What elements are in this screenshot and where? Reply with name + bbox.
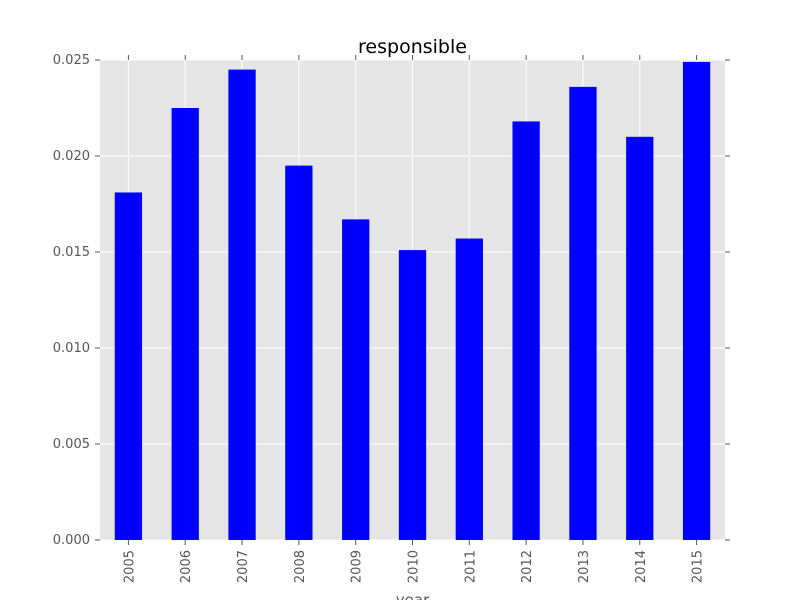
bar-2009	[342, 219, 370, 541]
x-tick-labels: 2005 2006 2007 2008 2009 2010 2011 2012 2013 2014…	[122, 550, 705, 583]
y-tick-label: 0.000	[53, 533, 90, 548]
x-tick-label: 2007	[236, 550, 251, 583]
axis-ticks	[95, 55, 730, 545]
chart-title: responsible	[358, 36, 467, 58]
bar-2014	[626, 136, 654, 541]
y-tick-label: 0.010	[53, 341, 90, 356]
x-tick-label: 2010	[407, 550, 422, 583]
y-tick-label: 0.015	[53, 245, 90, 260]
x-tick-label: 2009	[350, 550, 365, 583]
x-tick-label: 2008	[293, 550, 308, 583]
x-tick-label: 2015	[691, 550, 706, 583]
x-axis-label: year	[396, 591, 430, 600]
bar-2007	[228, 69, 256, 540]
y-tick-label: 0.025	[53, 53, 90, 68]
x-tick-label: 2014	[634, 550, 649, 583]
bar-2013	[569, 86, 597, 540]
x-tick-label: 2005	[122, 550, 137, 583]
bar-2011	[455, 238, 483, 540]
y-tick-label: 0.020	[53, 149, 90, 164]
bar-2008	[285, 165, 313, 540]
x-tick-label: 2012	[520, 550, 535, 583]
y-tick-labels: 0.000 0.005 0.010 0.015 0.020 0.025	[53, 53, 90, 548]
bars	[114, 61, 711, 541]
x-tick-label: 2011	[463, 550, 478, 583]
y-tick-label: 0.005	[53, 437, 90, 452]
bar-2006	[171, 108, 199, 540]
bar-2010	[398, 250, 427, 540]
x-tick-label: 2013	[577, 550, 592, 583]
bar-2005	[114, 192, 143, 541]
x-tick-label: 2006	[179, 550, 194, 583]
bar-2012	[512, 121, 540, 540]
bar-2015	[682, 61, 711, 541]
